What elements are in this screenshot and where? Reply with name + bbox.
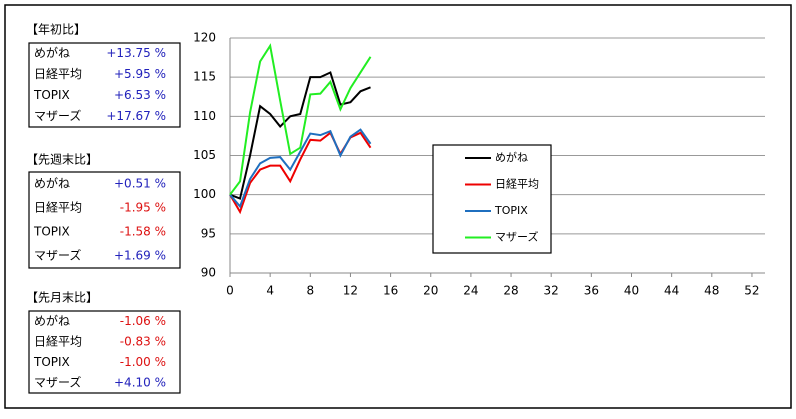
legend-label: 日経平均 <box>495 178 539 191</box>
y-tick-label: 110 <box>193 109 216 123</box>
x-tick-label: 24 <box>463 284 478 298</box>
row-label: TOPIX <box>33 88 70 102</box>
table-box <box>28 42 181 128</box>
y-tick-label: 120 <box>193 31 216 45</box>
row-value: -1.06 % <box>120 314 166 328</box>
table-title: 【先月末比】 <box>26 291 98 305</box>
x-tick-label: 52 <box>744 284 759 298</box>
row-label: TOPIX <box>33 355 70 369</box>
x-tick-label: 12 <box>343 284 358 298</box>
x-tick-label: 48 <box>704 284 719 298</box>
table-box <box>28 310 181 394</box>
x-tick-label: 28 <box>503 284 518 298</box>
x-tick-label: 4 <box>266 284 274 298</box>
row-value: -1.95 % <box>120 201 166 215</box>
row-label: めがね <box>34 313 70 328</box>
x-tick-label: 8 <box>306 284 314 298</box>
series-line <box>229 128 372 209</box>
row-value: +1.69 % <box>114 249 166 263</box>
x-tick-label: 32 <box>544 284 559 298</box>
row-label: TOPIX <box>33 225 70 239</box>
row-label: 日経平均 <box>34 201 82 215</box>
y-tick-label: 105 <box>193 148 216 162</box>
y-tick-label: 90 <box>201 266 216 280</box>
row-value: +6.53 % <box>114 88 166 102</box>
row-label: めがね <box>34 176 70 191</box>
table-title: 【先週末比】 <box>26 153 98 167</box>
legend-label: めがね <box>495 150 528 164</box>
x-tick-label: 0 <box>226 284 234 298</box>
frame <box>4 4 792 409</box>
y-tick-label: 95 <box>201 226 216 240</box>
row-label: マザーズ <box>34 108 81 123</box>
row-value: +17.67 % <box>106 109 166 123</box>
x-tick-label: 40 <box>624 284 639 298</box>
x-tick-label: 20 <box>423 284 438 298</box>
legend-label: マザーズ <box>495 230 538 244</box>
series-line <box>229 71 371 200</box>
table-box <box>28 171 181 269</box>
row-value: +13.75 % <box>106 46 166 60</box>
y-tick-label: 115 <box>193 70 216 84</box>
x-tick-label: 36 <box>584 284 599 298</box>
row-label: 日経平均 <box>34 67 82 81</box>
row-value: +5.95 % <box>114 67 166 81</box>
row-label: めがね <box>34 45 70 60</box>
legend-label: TOPIX <box>494 204 528 217</box>
row-value: +0.51 % <box>114 177 166 191</box>
series-line <box>229 43 372 196</box>
row-value: -1.58 % <box>120 225 166 239</box>
row-label: 日経平均 <box>34 334 82 348</box>
row-label: マザーズ <box>34 248 81 263</box>
legend-box <box>432 144 552 254</box>
x-tick-label: 16 <box>383 284 398 298</box>
x-tick-label: 44 <box>664 284 679 298</box>
row-value: -1.00 % <box>120 355 166 369</box>
row-label: マザーズ <box>34 374 81 389</box>
row-value: +4.10 % <box>114 375 166 389</box>
row-value: -0.83 % <box>120 334 166 348</box>
table-title: 【年初比】 <box>26 23 86 37</box>
y-tick-label: 100 <box>193 187 216 201</box>
